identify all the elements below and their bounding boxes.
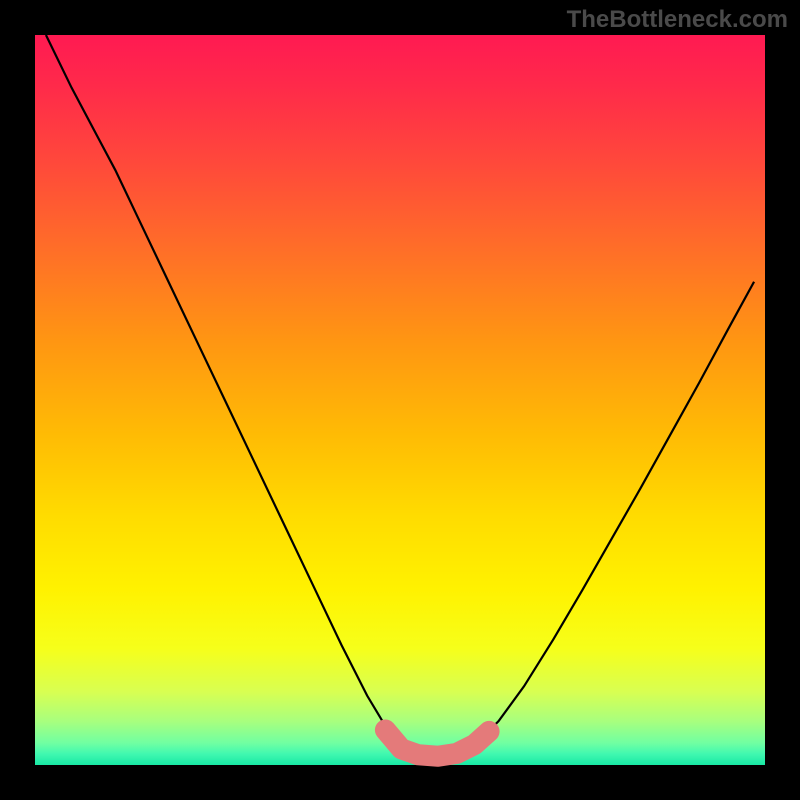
chart-container: TheBottleneck.com	[0, 0, 800, 800]
plot-area	[35, 35, 765, 765]
optimal-range-highlight	[385, 730, 489, 756]
bottleneck-curve	[46, 35, 754, 756]
watermark-text: TheBottleneck.com	[567, 6, 788, 34]
curve-layer	[35, 35, 765, 765]
